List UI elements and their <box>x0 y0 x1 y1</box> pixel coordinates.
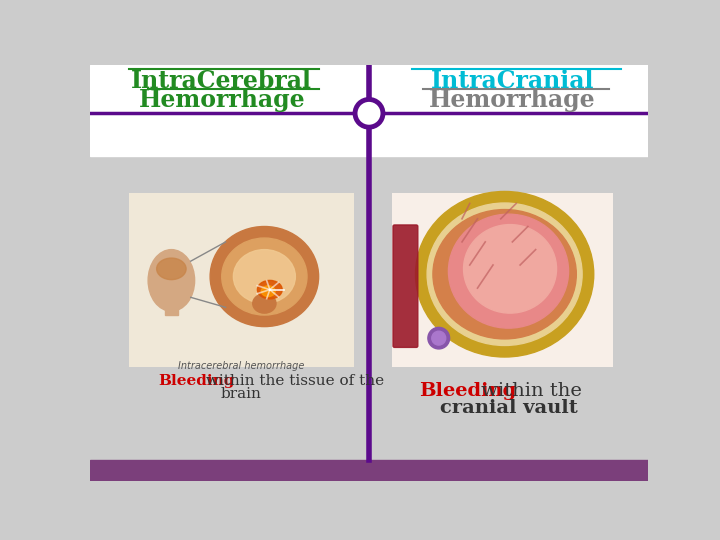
Text: IntraCerebral: IntraCerebral <box>131 69 312 93</box>
Bar <box>165 292 178 315</box>
Bar <box>392 193 613 367</box>
Bar <box>90 460 648 481</box>
Ellipse shape <box>157 258 186 280</box>
Ellipse shape <box>148 249 194 311</box>
Text: Bleeding: Bleeding <box>158 374 235 388</box>
Text: Intracerebral hemorrhage: Intracerebral hemorrhage <box>178 361 305 372</box>
Ellipse shape <box>210 226 319 327</box>
Text: within the tissue of the: within the tissue of the <box>201 374 384 388</box>
Ellipse shape <box>464 225 557 313</box>
Ellipse shape <box>415 192 594 357</box>
Text: within the: within the <box>475 382 582 400</box>
Ellipse shape <box>427 203 582 346</box>
Text: cranial vault: cranial vault <box>440 399 577 417</box>
FancyBboxPatch shape <box>393 225 418 347</box>
Text: Hemorrhage: Hemorrhage <box>138 88 305 112</box>
Text: Hemorrhage: Hemorrhage <box>429 88 595 112</box>
Bar <box>129 193 354 367</box>
Text: Bleeding: Bleeding <box>419 382 517 400</box>
Text: IntraCranial: IntraCranial <box>431 69 594 93</box>
Circle shape <box>355 99 383 127</box>
Ellipse shape <box>449 214 569 328</box>
Bar <box>90 65 648 156</box>
Ellipse shape <box>253 294 276 313</box>
Ellipse shape <box>233 249 295 303</box>
Ellipse shape <box>261 286 275 296</box>
Ellipse shape <box>433 210 576 339</box>
Ellipse shape <box>258 280 282 299</box>
Ellipse shape <box>222 238 307 315</box>
Text: brain: brain <box>221 387 261 401</box>
Circle shape <box>428 327 449 349</box>
Circle shape <box>432 331 446 345</box>
